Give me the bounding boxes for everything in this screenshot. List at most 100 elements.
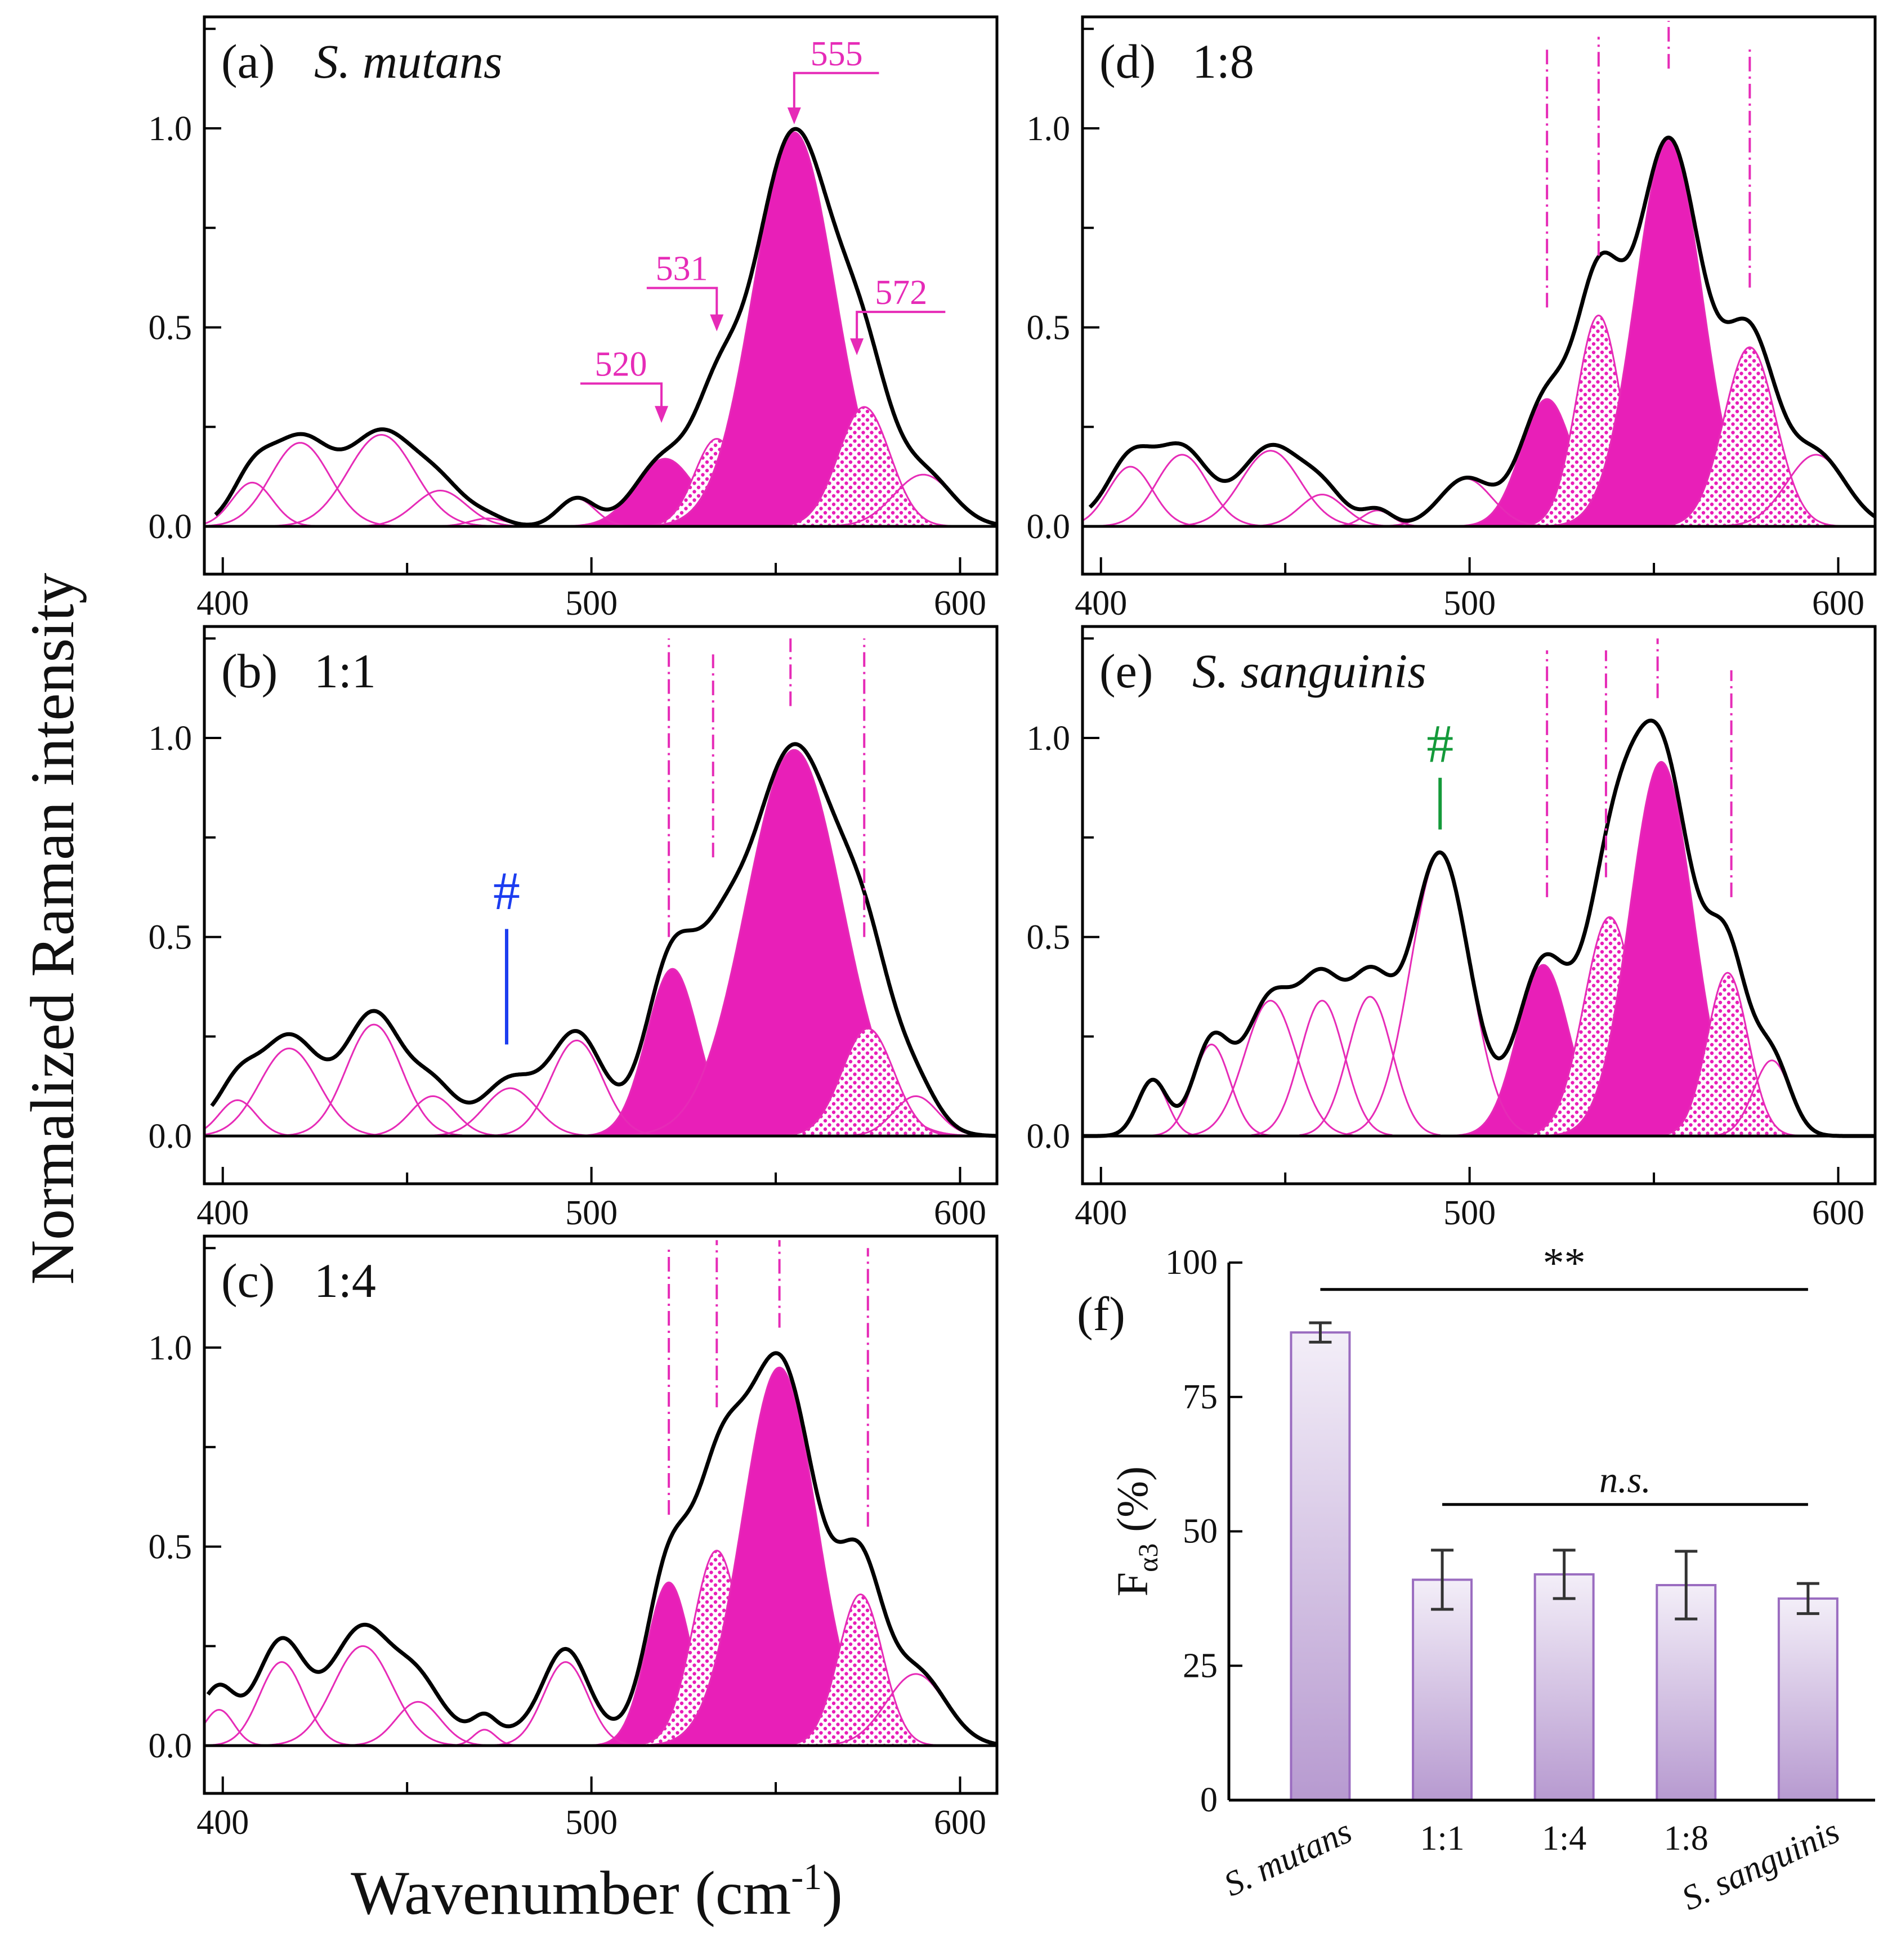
component-peak-570-dots [1645,972,1810,1137]
component-curve-446 [1188,1000,1353,1136]
plot-frame [1081,625,1877,1185]
y-tick-label: 0.5 [149,919,193,957]
component-curve-421 [205,442,394,527]
annotation-label-572: 572 [875,274,927,312]
component-curve-453 [347,1701,489,1747]
bar-1 [1412,1578,1473,1801]
annotation-arrow-line-531 [646,287,718,318]
plot-frame [203,1234,999,1795]
component-curve-399 [204,1708,266,1747]
f-axis-title-subscript: α3 [1132,1543,1164,1572]
panel-title: 1:8 [1192,34,1254,88]
y-tick-label: 50 [1183,1512,1218,1551]
component-curve-418 [204,1048,383,1136]
y-tick-label: 1.0 [149,110,193,148]
x-tick-label: 400 [196,584,249,623]
x-tick-label: 400 [1075,584,1127,623]
annotation-label-520: 520 [595,345,647,383]
x-tick-label: 500 [565,584,618,623]
component-curve-404 [204,1099,297,1137]
x-tick-label: 600 [1812,584,1864,623]
x-axis-title: Wavenumber (cm-1) [351,1856,843,1927]
y-tick-label: 1.0 [149,1329,193,1367]
x-tick-label: 400 [1075,1194,1127,1232]
y-tick-label: 0.0 [149,508,193,546]
annotation-arrowhead-520 [655,406,669,423]
hash-marker-symbol: # [493,861,520,921]
panel-tag: (c) [221,1254,275,1308]
y-tick-label: 1.0 [1027,719,1071,758]
component-curve-422 [1099,454,1265,527]
spectrum-envelope [1083,718,1875,1138]
y-tick-label: 0.5 [149,1528,193,1567]
panel-tag: (e) [1099,644,1153,698]
y-axis-title: Normalized Raman intensity [18,573,87,1285]
component-curve-416 [211,1661,352,1746]
y-tick-label: 1.0 [1027,110,1071,148]
annotation-arrowhead-572 [850,338,864,356]
panel-title: S. sanguinis [1192,644,1426,698]
bar-4 [1777,1597,1839,1801]
panel-title: 1:1 [314,644,376,698]
category-label: 1:8 [1664,1819,1708,1858]
component-peak-573-dots [772,1593,949,1747]
annotation-label-555: 555 [811,35,863,73]
x-tick-label: 500 [565,1194,618,1232]
y-tick-label: 0.5 [1027,309,1071,347]
component-curve-460 [1251,1000,1393,1136]
hash-marker-symbol: # [1426,713,1453,773]
component-curve-441 [285,1023,463,1136]
annotation-arrowhead-531 [710,314,724,332]
component-curve-443 [275,434,487,527]
x-tick-label: 400 [196,1194,249,1232]
x-axis-title-superscript: -1 [791,1856,822,1898]
panel-a: 555 531 572 520 0.0 0.5 1.0 400 500 600 (a) S. muta… [149,15,999,623]
component-curve-438 [268,1645,457,1746]
component-curve-478 [427,1087,593,1137]
x-tick-label: 600 [1812,1194,1864,1232]
bar-0 [1290,1331,1351,1801]
component-curve-473 [1299,996,1441,1136]
component-curve-408 [204,481,317,527]
significance-label-0: ** [1543,1239,1586,1287]
f-axis-title-main: F [1108,1572,1157,1596]
y-tick-label: 0.0 [1027,1117,1071,1156]
y-tick-label: 0.0 [1027,508,1071,546]
component-curve-446 [1176,450,1365,527]
component-peak-574-dots [761,406,968,527]
spectrum-envelope [210,742,997,1138]
component-curve-457 [362,1095,503,1137]
panel-title: S. mutans [314,34,502,88]
x-tick-label: 600 [934,584,986,623]
component-curve-460 [1251,494,1393,527]
plot-area [204,742,997,1138]
plot-frame [203,15,999,576]
annotation-arrow-line-520 [580,382,663,410]
category-label: S. mutans [1218,1812,1357,1904]
x-tick-label: 600 [934,1194,986,1232]
x-tick-label: 500 [565,1804,618,1842]
plot-area [1083,718,1875,1138]
component-curve-459 [357,490,523,527]
panel-e: #0.0 0.5 1.0 400 500 600 (e) S. sanguinis [1027,625,1877,1232]
f-axis-title-unit: (%) [1108,1466,1157,1532]
component-curve-414 [1105,1079,1200,1137]
annotation-arrow-line-555 [793,71,879,111]
y-tick-label: 0.5 [1027,919,1071,957]
y-tick-label: 25 [1183,1646,1218,1685]
x-tick-label: 500 [1443,584,1496,623]
plot-area [204,127,997,528]
annotation-arrowhead-555 [787,107,801,124]
panel-tag: (b) [221,644,278,698]
plot-frame [1081,15,1877,576]
panel-d: 0.0 0.5 1.0 400 500 600 (d) 1:8 [1027,15,1877,623]
plot-frame [203,625,999,1185]
x-tick-label: 500 [1443,1194,1496,1232]
panel-tag: (f) [1077,1287,1125,1341]
significance-label-1: n.s. [1599,1460,1651,1501]
x-axis-title-main: Wavenumber (cm [351,1859,791,1927]
bar-2 [1533,1573,1595,1801]
y-tick-label: 100 [1165,1243,1218,1282]
component-peak-576-dots [1645,346,1854,527]
